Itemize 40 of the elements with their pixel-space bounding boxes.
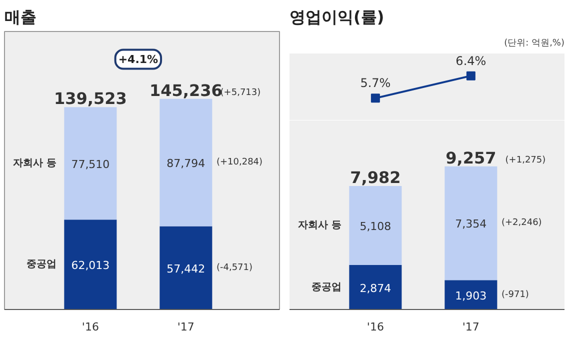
- series-label: 중공업: [26, 259, 57, 270]
- annotation: (-4,571): [216, 262, 253, 273]
- data-label: 57,442: [166, 262, 206, 276]
- x-tick-label: '17: [177, 320, 194, 334]
- total-label: 9,257: [446, 148, 496, 168]
- data-label: 7,354: [455, 218, 487, 231]
- series-label: 자회사 등: [13, 158, 57, 169]
- bar: [160, 226, 212, 310]
- data-label: 5,108: [360, 220, 392, 234]
- bar: [349, 265, 402, 310]
- data-label: 5.7%: [360, 76, 391, 90]
- total-label: 7,982: [350, 168, 401, 188]
- annotation: (+2,246): [501, 218, 542, 228]
- data-label: 1,903: [455, 289, 487, 302]
- chart-title: 매출: [4, 8, 36, 26]
- bar: [349, 186, 402, 266]
- bar: [160, 98, 212, 226]
- bar: [64, 107, 117, 220]
- x-tick-label: '16: [366, 320, 384, 334]
- series-label: 중공업: [312, 282, 342, 293]
- data-label: 77,510: [71, 158, 110, 171]
- text: +4.1%: [118, 52, 158, 66]
- data-label: 62,013: [71, 259, 110, 272]
- chart-title: 영업이익(률): [290, 8, 384, 26]
- chart-subtitle: (단위: 억원,%): [504, 38, 564, 48]
- bar: [444, 166, 498, 280]
- annotation: (+10,284): [216, 158, 263, 168]
- data-label: 87,794: [166, 157, 206, 170]
- series-label: 자회사 등: [298, 220, 342, 232]
- text: (+5,713): [220, 88, 261, 98]
- bar: [444, 280, 498, 310]
- bar: [64, 220, 117, 310]
- data-label: 2,874: [360, 282, 392, 295]
- data-label: 6.4%: [456, 54, 486, 68]
- x-tick-label: '16: [82, 320, 99, 334]
- annotation: (-971): [501, 290, 529, 300]
- total-label: 145,236: [149, 80, 222, 100]
- x-tick-label: '17: [462, 320, 480, 334]
- text: (+1,275): [505, 155, 546, 166]
- total-label: 139,523: [54, 89, 127, 108]
